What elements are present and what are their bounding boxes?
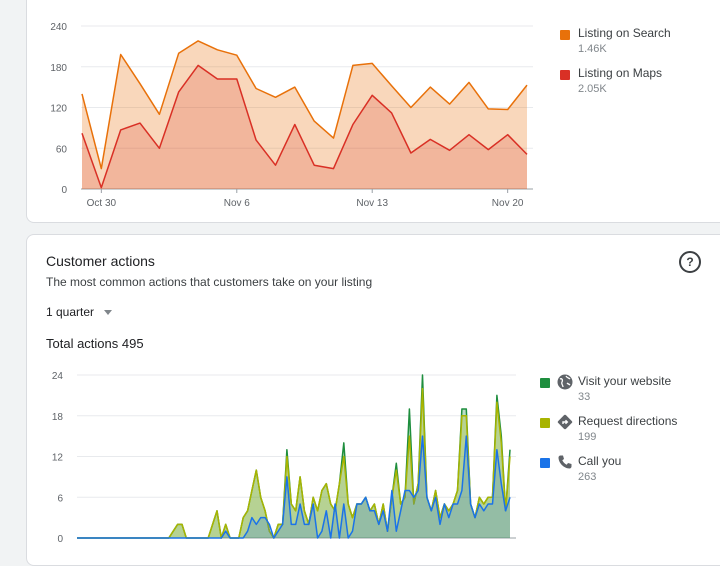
legend-item-directions[interactable]: Request directions 199 (540, 414, 690, 450)
globe-icon (557, 374, 573, 390)
legend-value-website: 33 (578, 391, 591, 403)
legend-value-maps: 2.05K (578, 83, 607, 95)
legend-label-directions: Request directions (578, 414, 678, 428)
y-tick-label: 12 (52, 453, 64, 464)
card-subtitle: The most common actions that customers t… (46, 275, 373, 289)
directions-icon (557, 414, 573, 430)
x-tick-label: Nov 6 (224, 198, 251, 209)
series-area-listing-on-maps (82, 65, 527, 189)
series-area-call-you (77, 436, 510, 538)
series-area-listing-on-search (82, 40, 527, 190)
legend-swatch-call (540, 458, 550, 468)
period-dropdown-label: 1 quarter (46, 305, 95, 319)
y-tick-label: 24 (52, 371, 64, 382)
customer-actions-card: Customer actions The most common actions… (26, 234, 720, 566)
legend-swatch-search (560, 30, 570, 40)
views-card: 0 60 120 180 240 Oct 30 Nov 6 Nov 13 Nov 20 List… (26, 0, 720, 223)
x-tick-label: Nov 20 (492, 198, 524, 209)
legend-swatch-website (540, 378, 550, 388)
legend-label-call: Call you (578, 454, 622, 468)
help-circle-icon[interactable]: ? (679, 251, 701, 273)
y-tick-label: 18 (52, 412, 64, 423)
legend-item-maps[interactable]: Listing on Maps 2.05K (560, 66, 710, 102)
x-tick-label: Nov 13 (356, 198, 388, 209)
series-line-listing-on-maps (81, 64, 528, 189)
y-tick-label: 0 (61, 185, 67, 196)
total-actions: Total actions 495 (46, 336, 144, 351)
legend-swatch-directions (540, 418, 550, 428)
phone-icon (558, 455, 572, 469)
views-chart: 0 60 120 180 240 Oct 30 Nov 6 Nov 13 Nov 20 (50, 22, 533, 209)
legend-item-website[interactable]: Visit your website 33 (540, 374, 690, 410)
legend-item-search[interactable]: Listing on Search 1.46K (560, 26, 710, 62)
y-tick-label: 60 (56, 144, 68, 155)
legend-value-search: 1.46K (578, 43, 607, 55)
period-dropdown[interactable]: 1 quarter (46, 305, 113, 319)
legend-label-maps: Listing on Maps (578, 66, 663, 80)
legend-value-directions: 199 (578, 431, 597, 443)
y-tick-label: 240 (50, 22, 67, 33)
legend-value-call: 263 (578, 471, 597, 483)
legend-item-call[interactable]: Call you 263 (540, 454, 690, 490)
x-tick-label: Oct 30 (87, 198, 117, 209)
legend-label-search: Listing on Search (578, 26, 671, 40)
card-title: Customer actions (46, 253, 155, 269)
caret-down-icon (104, 309, 113, 315)
y-tick-label: 6 (57, 493, 63, 504)
y-tick-label: 120 (50, 104, 67, 115)
series-line-call-you (77, 435, 511, 539)
legend-swatch-maps (560, 70, 570, 80)
legend-label-website: Visit your website (578, 374, 672, 388)
y-tick-label: 180 (50, 63, 67, 74)
series-line-listing-on-search (81, 40, 528, 170)
